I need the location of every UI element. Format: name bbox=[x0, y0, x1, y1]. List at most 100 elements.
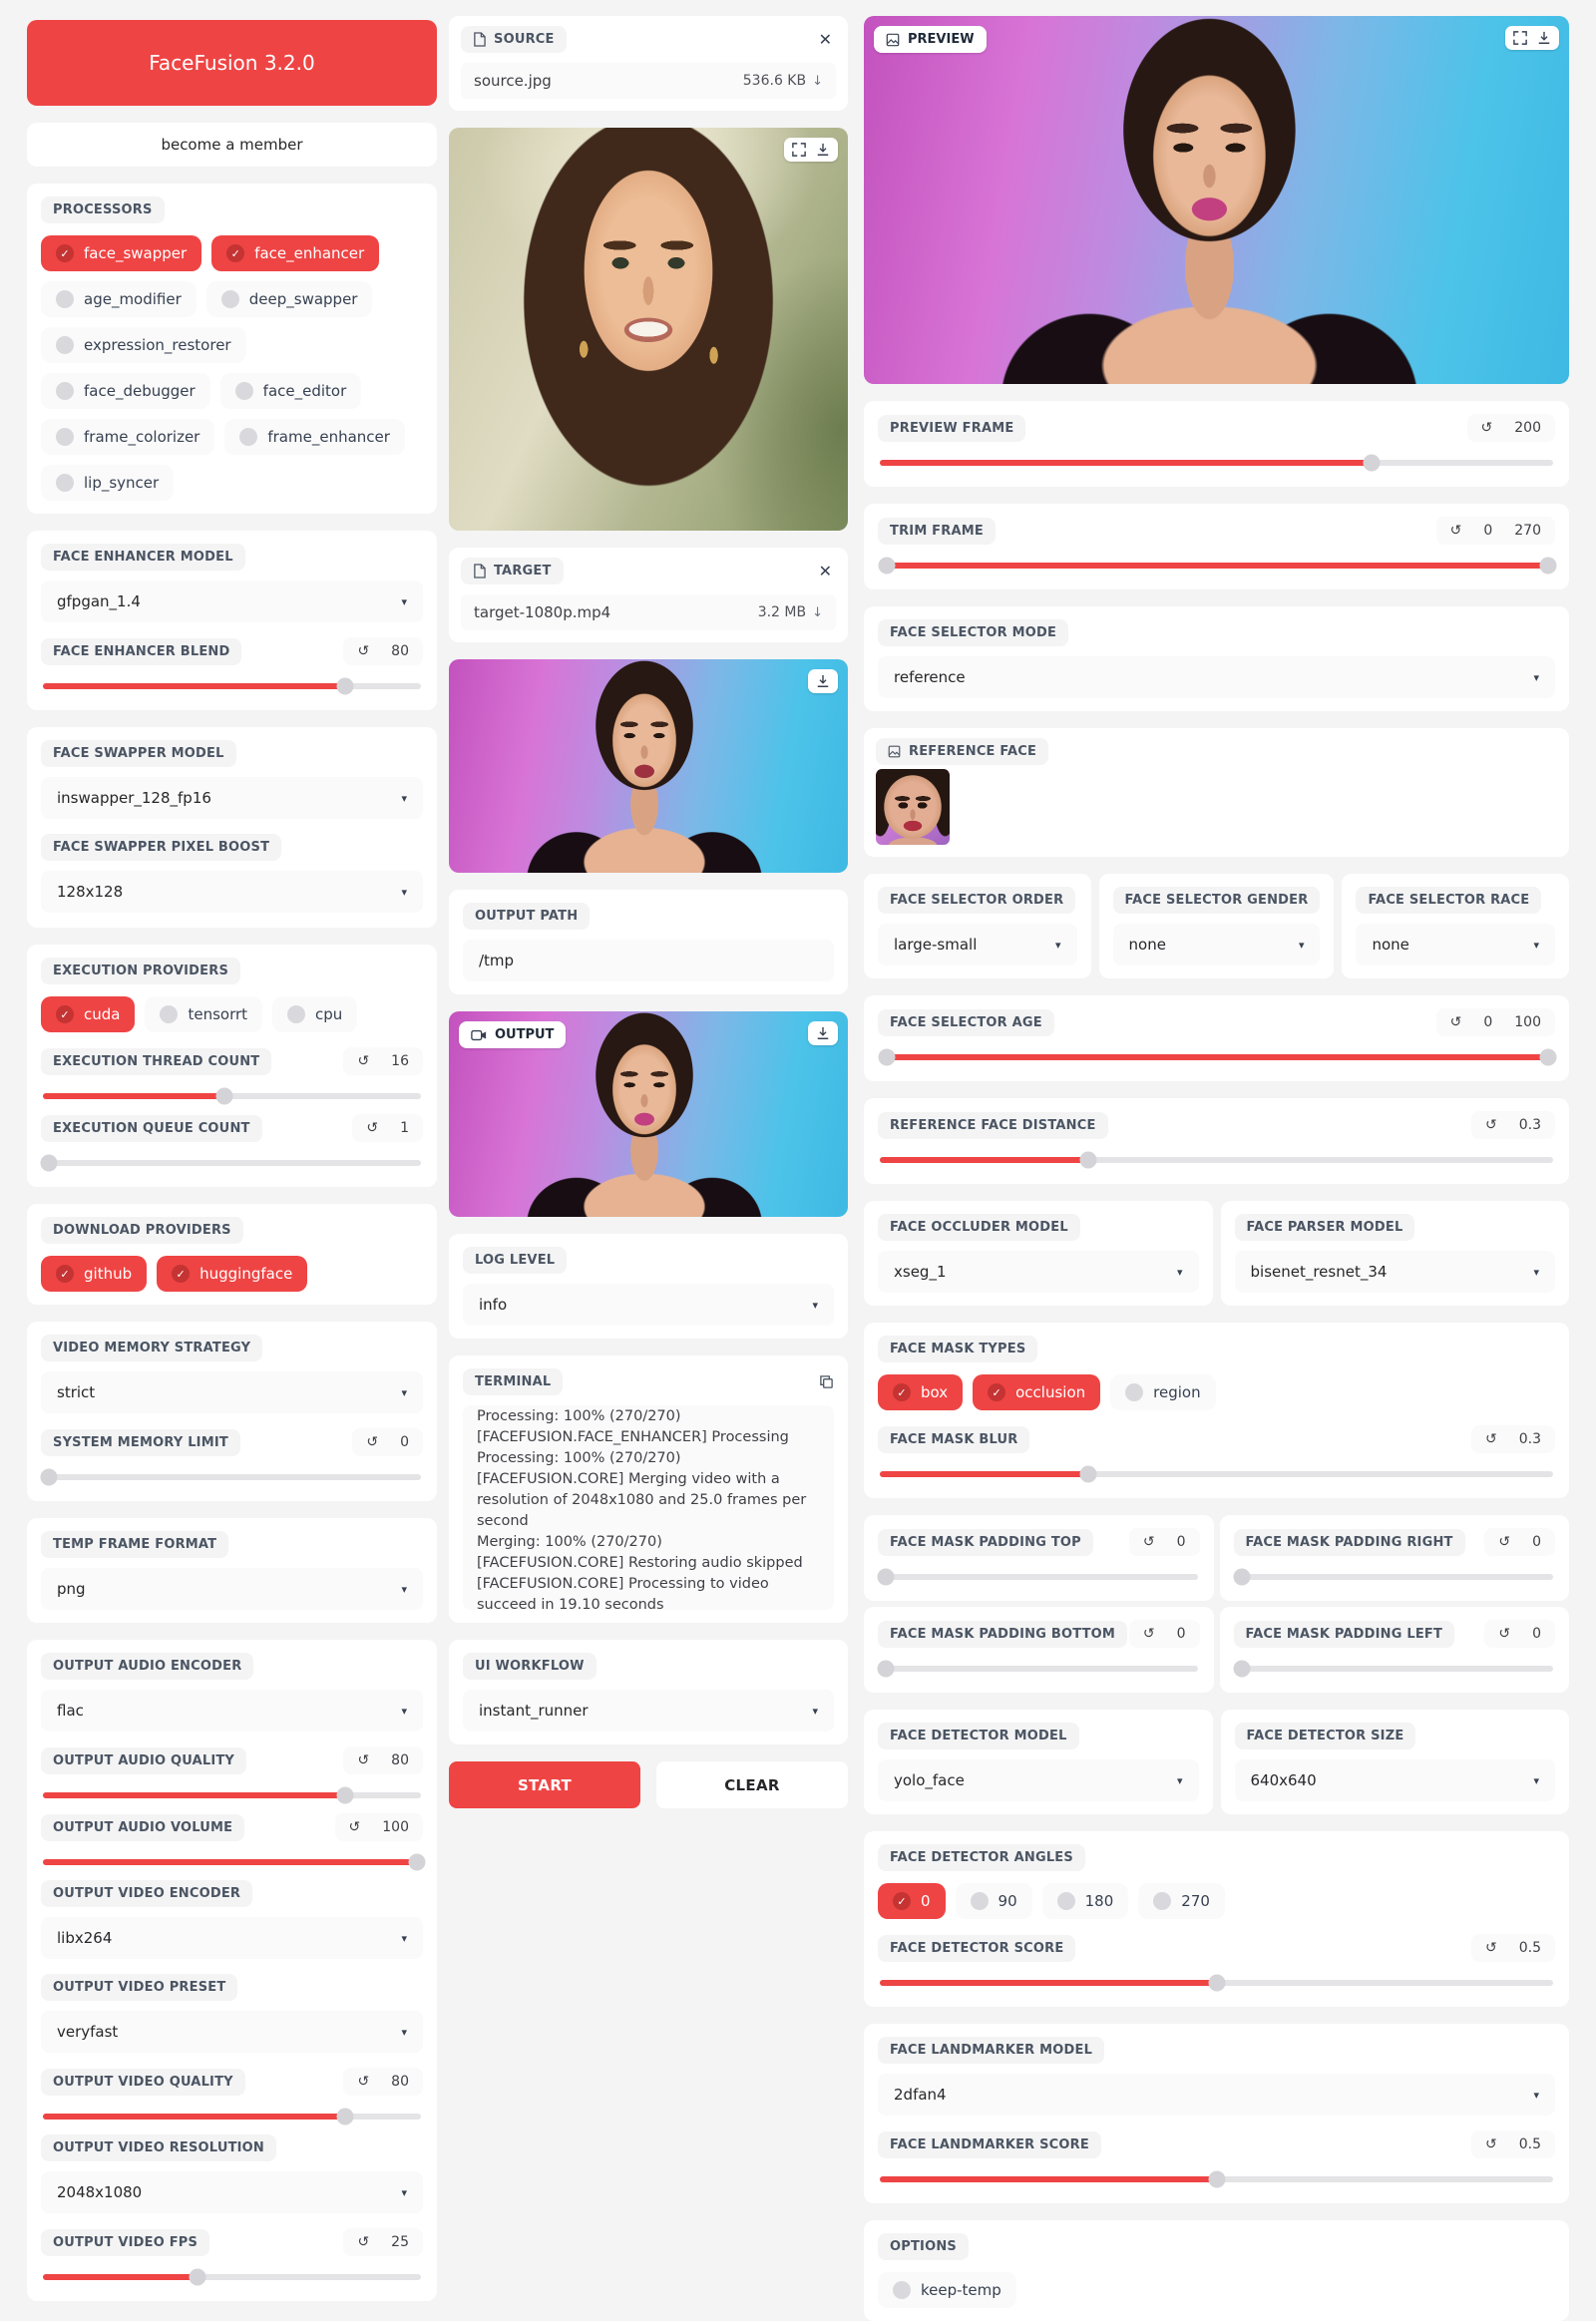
slider-handle[interactable] bbox=[1079, 1151, 1097, 1169]
reset-icon[interactable]: ↺ bbox=[1485, 1117, 1497, 1133]
reset-icon[interactable]: ↺ bbox=[357, 1053, 370, 1069]
slider-handle[interactable] bbox=[877, 1568, 895, 1586]
slider-handle-min[interactable] bbox=[878, 1048, 896, 1066]
download-icon[interactable] bbox=[1537, 31, 1551, 45]
processor-deep-swapper[interactable]: deep_swapper bbox=[205, 281, 373, 317]
face-parser-model-dropdown[interactable]: bisenet_resnet_34 ▾ bbox=[1234, 1251, 1555, 1293]
output-video-encoder-dropdown[interactable]: libx264 ▾ bbox=[41, 1917, 423, 1959]
reset-icon[interactable]: ↺ bbox=[366, 1434, 379, 1450]
reset-icon[interactable]: ↺ bbox=[1498, 1534, 1511, 1550]
reset-icon[interactable]: ↺ bbox=[1449, 523, 1462, 539]
processor-frame-colorizer[interactable]: frame_colorizer bbox=[41, 419, 215, 455]
slider-handle[interactable] bbox=[336, 1786, 354, 1804]
slider-handle[interactable] bbox=[40, 1154, 58, 1172]
reset-icon[interactable]: ↺ bbox=[1142, 1626, 1155, 1642]
pixel-boost-dropdown[interactable]: 128x128 ▾ bbox=[41, 871, 423, 913]
slider-handle[interactable] bbox=[1233, 1568, 1251, 1586]
processor-face-swapper[interactable]: face_swapper bbox=[41, 235, 202, 271]
output-audio-quality-slider[interactable] bbox=[43, 1786, 421, 1804]
face-selector-age-range-slider[interactable] bbox=[878, 1048, 1557, 1066]
video-memory-strategy-dropdown[interactable]: strict ▾ bbox=[41, 1371, 423, 1413]
reset-icon[interactable]: ↺ bbox=[357, 2074, 370, 2090]
become-member-button[interactable]: become a member bbox=[27, 123, 437, 167]
download-icon[interactable]: ↓ bbox=[812, 73, 823, 89]
face-mask-padding-top-slider[interactable] bbox=[877, 1568, 1198, 1586]
face-selector-order-dropdown[interactable]: large-small ▾ bbox=[878, 924, 1077, 966]
mask-type-occlusion[interactable]: occlusion bbox=[973, 1374, 1101, 1410]
reset-icon[interactable]: ↺ bbox=[366, 1120, 379, 1136]
face-mask-blur-slider[interactable] bbox=[880, 1465, 1553, 1483]
processor-frame-enhancer[interactable]: frame_enhancer bbox=[224, 419, 405, 455]
face-selector-gender-dropdown[interactable]: none ▾ bbox=[1112, 924, 1321, 966]
option-keep-temp[interactable]: keep-temp bbox=[878, 2272, 1016, 2308]
slider-handle[interactable] bbox=[408, 1853, 426, 1871]
ui-workflow-dropdown[interactable]: instant_runner ▾ bbox=[463, 1690, 834, 1732]
reset-icon[interactable]: ↺ bbox=[1142, 1534, 1155, 1550]
slider-handle[interactable] bbox=[40, 1468, 58, 1486]
reference-face-thumbnail[interactable] bbox=[876, 769, 950, 845]
output-video-quality-slider[interactable] bbox=[43, 2108, 421, 2126]
slider-handle[interactable] bbox=[215, 1087, 233, 1105]
output-audio-volume-slider[interactable] bbox=[43, 1853, 426, 1871]
download-icon[interactable] bbox=[816, 1026, 830, 1040]
output-video-fps-slider[interactable] bbox=[43, 2268, 421, 2286]
angle-0[interactable]: 0 bbox=[878, 1883, 946, 1919]
slider-handle[interactable] bbox=[877, 1660, 895, 1678]
slider-handle[interactable] bbox=[1233, 1660, 1251, 1678]
slider-handle[interactable] bbox=[336, 2108, 354, 2126]
face-selector-mode-dropdown[interactable]: reference ▾ bbox=[878, 656, 1555, 698]
preview-frame-slider[interactable] bbox=[880, 454, 1553, 472]
slider-handle-min[interactable] bbox=[878, 557, 896, 575]
slider-handle[interactable] bbox=[189, 2268, 206, 2286]
processor-lip-syncer[interactable]: lip_syncer bbox=[41, 465, 175, 501]
reset-icon[interactable]: ↺ bbox=[357, 2234, 370, 2250]
output-audio-encoder-dropdown[interactable]: flac ▾ bbox=[41, 1690, 423, 1732]
processor-face-debugger[interactable]: face_debugger bbox=[41, 373, 210, 409]
reset-icon[interactable]: ↺ bbox=[357, 643, 370, 659]
processor-age-modifier[interactable]: age_modifier bbox=[41, 281, 197, 317]
slider-handle[interactable] bbox=[1208, 1974, 1225, 1992]
reset-icon[interactable]: ↺ bbox=[1449, 1014, 1462, 1030]
download-icon[interactable] bbox=[816, 674, 830, 688]
face-occluder-model-dropdown[interactable]: xseg_1 ▾ bbox=[878, 1251, 1199, 1293]
provider-huggingface[interactable]: huggingface bbox=[157, 1256, 308, 1292]
temp-frame-format-dropdown[interactable]: png ▾ bbox=[41, 1568, 423, 1610]
slider-handle[interactable] bbox=[1208, 2170, 1225, 2188]
reset-icon[interactable]: ↺ bbox=[348, 1819, 361, 1835]
download-icon[interactable]: ↓ bbox=[812, 604, 823, 620]
reset-icon[interactable]: ↺ bbox=[357, 1752, 370, 1768]
slider-handle[interactable] bbox=[1363, 454, 1381, 472]
trim-frame-range-slider[interactable] bbox=[878, 557, 1557, 575]
reset-icon[interactable]: ↺ bbox=[1498, 1626, 1511, 1642]
face-selector-race-dropdown[interactable]: none ▾ bbox=[1356, 924, 1556, 966]
close-icon[interactable]: ✕ bbox=[818, 30, 832, 49]
face-mask-padding-right-slider[interactable] bbox=[1233, 1568, 1553, 1586]
copy-icon[interactable] bbox=[819, 1374, 834, 1389]
processor-face-editor[interactable]: face_editor bbox=[219, 373, 362, 409]
target-file-row[interactable]: target-1080p.mp4 3.2 MB ↓ bbox=[461, 594, 836, 630]
reset-icon[interactable]: ↺ bbox=[1485, 1940, 1497, 1956]
thread-count-slider[interactable] bbox=[43, 1087, 421, 1105]
reset-icon[interactable]: ↺ bbox=[1485, 2136, 1497, 2152]
provider-cuda[interactable]: cuda bbox=[41, 996, 136, 1032]
app-title-banner[interactable]: FaceFusion 3.2.0 bbox=[27, 20, 437, 106]
system-memory-limit-slider[interactable] bbox=[40, 1468, 421, 1486]
slider-handle[interactable] bbox=[336, 677, 354, 695]
provider-cpu[interactable]: cpu bbox=[272, 996, 358, 1032]
face-detector-size-dropdown[interactable]: 640x640 ▾ bbox=[1234, 1759, 1555, 1801]
slider-handle-max[interactable] bbox=[1539, 557, 1557, 575]
download-icon[interactable] bbox=[816, 143, 830, 157]
source-file-row[interactable]: source.jpg 536.6 KB ↓ bbox=[461, 63, 836, 99]
reference-face-distance-slider[interactable] bbox=[880, 1151, 1553, 1169]
log-level-dropdown[interactable]: info ▾ bbox=[463, 1284, 834, 1326]
provider-tensorrt[interactable]: tensorrt bbox=[145, 996, 263, 1032]
face-mask-padding-left-slider[interactable] bbox=[1233, 1660, 1553, 1678]
mask-type-region[interactable]: region bbox=[1110, 1374, 1216, 1410]
face-detector-score-slider[interactable] bbox=[880, 1974, 1553, 1992]
reset-icon[interactable]: ↺ bbox=[1485, 1431, 1497, 1447]
face-swapper-model-dropdown[interactable]: inswapper_128_fp16 ▾ bbox=[41, 777, 423, 819]
queue-count-slider[interactable] bbox=[40, 1154, 421, 1172]
provider-github[interactable]: github bbox=[41, 1256, 148, 1292]
angle-180[interactable]: 180 bbox=[1041, 1883, 1129, 1919]
output-video-resolution-dropdown[interactable]: 2048x1080 ▾ bbox=[41, 2171, 423, 2213]
